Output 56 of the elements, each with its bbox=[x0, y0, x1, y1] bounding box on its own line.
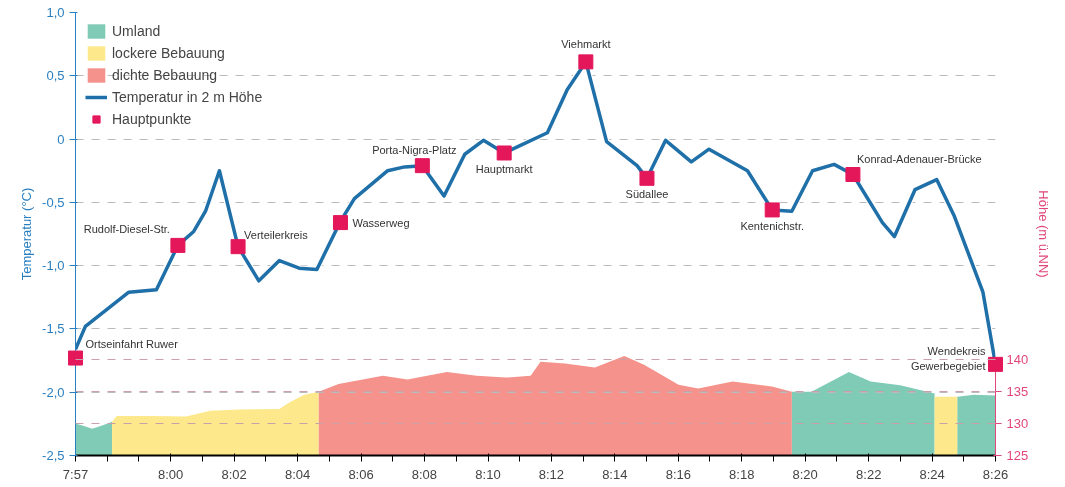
x-tick-label: 8:22 bbox=[856, 466, 882, 482]
x-tick-label: 8:20 bbox=[792, 466, 818, 482]
x-tick-label: 8:12 bbox=[538, 466, 565, 482]
annotation: Kentenichstr. bbox=[740, 219, 805, 232]
y-tick-label: -0,5 bbox=[42, 194, 65, 210]
point bbox=[988, 356, 1003, 372]
y2-axis-title: Höhe (m ü.NN) bbox=[1036, 190, 1052, 278]
x-tick-label: 8:10 bbox=[475, 466, 501, 482]
point bbox=[68, 350, 83, 366]
legend-label: dichte Bebauung bbox=[112, 67, 218, 83]
annotation: Wendekreis Gewerbegebiet bbox=[910, 345, 986, 372]
annotation: Verteilerkreis bbox=[244, 228, 309, 241]
point bbox=[170, 237, 186, 253]
y-axis-title: Temperatur (°C) bbox=[19, 187, 35, 281]
x-tick-label: 8:02 bbox=[221, 466, 247, 482]
y2-tick-label: 135 bbox=[1006, 384, 1029, 400]
annotation: Porta-Nigra-Platz bbox=[372, 143, 457, 156]
x-tick-label: 8:26 bbox=[982, 466, 1009, 482]
x-tick-label: 8:16 bbox=[665, 466, 692, 482]
point bbox=[578, 54, 594, 70]
y-tick-label: 0 bbox=[57, 131, 65, 147]
annotation: Konrad-Adenauer-Brücke bbox=[856, 152, 982, 165]
annotation: Ortseinfahrt Ruwer bbox=[85, 338, 179, 351]
legend-label: Temperatur in 2 m Höhe bbox=[112, 89, 263, 105]
legend-label: lockere Bebauung bbox=[112, 45, 225, 61]
legend-label: Umland bbox=[112, 23, 161, 39]
annotation: Wasserweg bbox=[352, 216, 410, 229]
y2-tick-label: 130 bbox=[1006, 416, 1029, 432]
point bbox=[496, 145, 512, 161]
y-tick-label: -2,0 bbox=[42, 384, 65, 400]
point bbox=[845, 167, 861, 183]
y2-tick-label: 140 bbox=[1006, 352, 1029, 368]
y-tick-label: -2,5 bbox=[42, 448, 65, 463]
y-tick-label: 0,5 bbox=[46, 68, 65, 84]
annotation: Hauptmarkt bbox=[475, 162, 533, 175]
legend-label: Hauptpunkte bbox=[112, 111, 192, 127]
y2-tick-label: 125 bbox=[1006, 448, 1029, 463]
x-tick-label: 8:24 bbox=[919, 466, 945, 482]
annotation: Viehmarkt bbox=[561, 37, 611, 50]
point bbox=[639, 170, 655, 186]
y-tick-label: 1,0 bbox=[46, 5, 65, 20]
x-tick-label: 8:18 bbox=[729, 466, 755, 482]
x-tick-label: 8:06 bbox=[348, 466, 374, 482]
annotation: Südallee bbox=[625, 188, 669, 201]
point bbox=[332, 215, 348, 231]
x-tick-label: 8:08 bbox=[411, 466, 438, 482]
point bbox=[764, 202, 780, 218]
point bbox=[230, 239, 246, 255]
x-tick-label: 8:04 bbox=[285, 466, 311, 482]
x-tick-label: 8:00 bbox=[158, 466, 184, 482]
x-tick-label: 8:14 bbox=[602, 466, 628, 482]
y-tick-label: -1,0 bbox=[42, 258, 65, 274]
x-tick-label: 7:57 bbox=[62, 466, 89, 482]
point bbox=[414, 158, 430, 174]
y-tick-label: -1,5 bbox=[42, 321, 65, 337]
annotation: Rudolf-Diesel-Str. bbox=[83, 223, 170, 236]
